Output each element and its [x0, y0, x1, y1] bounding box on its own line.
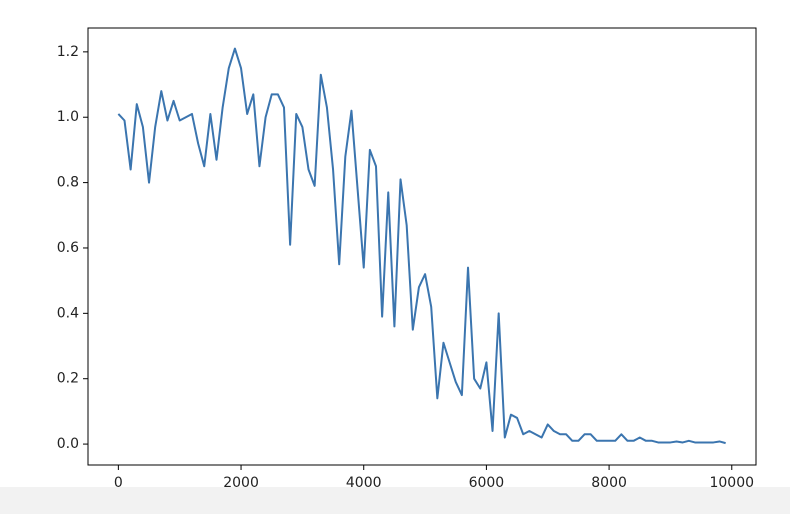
x-tick-label: 6000 — [469, 475, 505, 491]
y-tick-label: 1.2 — [57, 44, 79, 60]
y-tick-label: 0.8 — [57, 175, 79, 191]
x-tick-label: 4000 — [346, 475, 382, 491]
y-tick-label: 0.4 — [57, 305, 79, 321]
y-tick-label: 0.6 — [57, 240, 79, 256]
x-tick-label: 2000 — [223, 475, 259, 491]
x-tick-label: 8000 — [591, 475, 627, 491]
plot-frame — [87, 27, 757, 466]
series-line — [117, 47, 726, 445]
footer-strip — [0, 487, 790, 514]
y-tick-label: 0.0 — [57, 436, 79, 452]
x-tick-label: 10000 — [709, 475, 754, 491]
x-tick-label: 0 — [114, 475, 123, 491]
y-tick-label: 0.2 — [57, 371, 79, 387]
y-tick-label: 1.0 — [57, 109, 79, 125]
